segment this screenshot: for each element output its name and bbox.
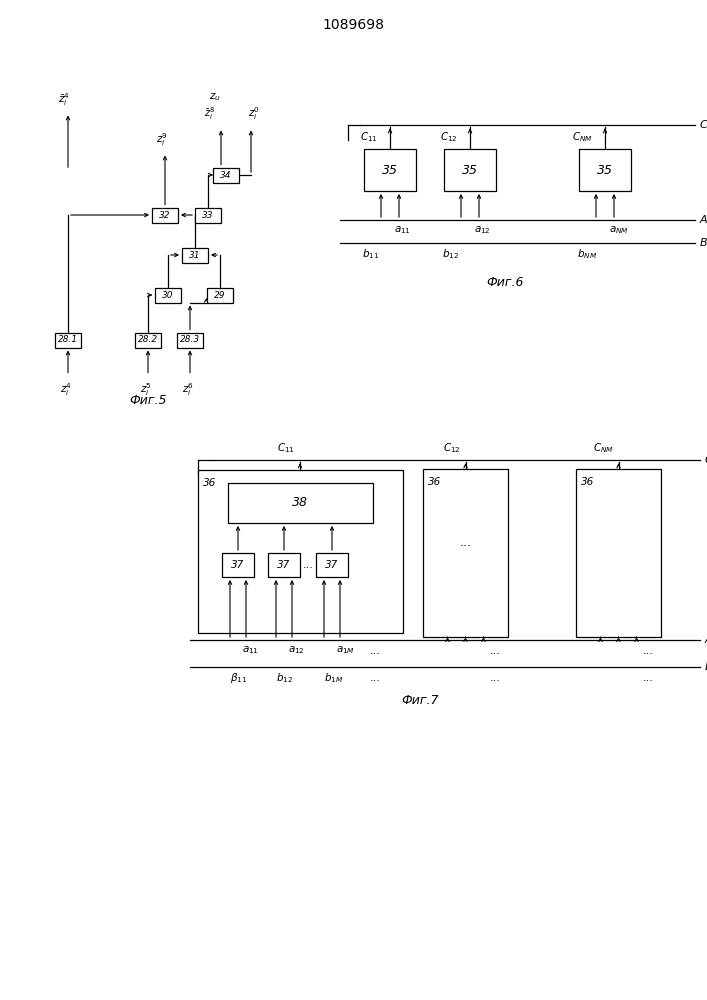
Text: $C_{12}$: $C_{12}$: [443, 441, 460, 455]
Text: $z_i^6$: $z_i^6$: [182, 381, 194, 398]
Text: 1089698: 1089698: [322, 18, 384, 32]
Text: $a_{NM}$: $a_{NM}$: [609, 224, 629, 236]
Text: 37: 37: [277, 560, 291, 570]
Text: A: A: [705, 635, 707, 645]
Text: 35: 35: [597, 163, 613, 176]
Text: ...: ...: [490, 646, 501, 656]
Text: ...: ...: [460, 536, 472, 550]
Text: ...: ...: [643, 646, 654, 656]
Text: 35: 35: [382, 163, 398, 176]
Text: 37: 37: [231, 560, 245, 570]
Bar: [268, 553, 300, 577]
Text: $C_{NM}$: $C_{NM}$: [592, 441, 614, 455]
Text: $b_{12}$: $b_{12}$: [442, 247, 459, 261]
Bar: [213, 167, 239, 182]
Text: B: B: [700, 238, 707, 248]
Text: $\bar{z}_i^4$: $\bar{z}_i^4$: [58, 92, 70, 108]
Text: $z_i^4$: $z_i^4$: [60, 381, 72, 398]
Text: $z_i^5$: $z_i^5$: [140, 381, 152, 398]
Text: $C_{11}$: $C_{11}$: [360, 130, 378, 144]
Bar: [55, 332, 81, 348]
Bar: [579, 149, 631, 191]
Bar: [152, 208, 178, 223]
Text: 37: 37: [325, 560, 339, 570]
Text: 31: 31: [189, 250, 201, 259]
Text: 29: 29: [214, 290, 226, 300]
Text: ...: ...: [303, 560, 313, 570]
Text: $b_{NM}$: $b_{NM}$: [577, 247, 597, 261]
Text: $z_u$: $z_u$: [209, 92, 221, 103]
Bar: [135, 332, 161, 348]
Text: $a_{1M}$: $a_{1M}$: [336, 644, 355, 656]
Text: ...: ...: [370, 673, 380, 683]
Text: $b_{11}$: $b_{11}$: [362, 247, 379, 261]
Text: 36: 36: [428, 477, 441, 487]
Text: $b_{12}$: $b_{12}$: [276, 671, 293, 685]
Bar: [316, 553, 348, 577]
Text: 32: 32: [159, 211, 171, 220]
Bar: [182, 247, 208, 262]
Bar: [207, 288, 233, 302]
Text: 38: 38: [292, 496, 308, 510]
Text: 35: 35: [462, 163, 478, 176]
Text: ...: ...: [370, 646, 380, 656]
Text: C: C: [705, 455, 707, 465]
Text: 28.1: 28.1: [58, 336, 78, 344]
Text: B: B: [705, 662, 707, 672]
Bar: [177, 332, 203, 348]
Text: C: C: [700, 120, 707, 130]
Text: $\beta_{11}$: $\beta_{11}$: [230, 671, 247, 685]
Text: 36: 36: [203, 478, 216, 488]
Bar: [222, 553, 254, 577]
Bar: [228, 483, 373, 523]
Text: 36: 36: [581, 477, 595, 487]
Bar: [198, 470, 403, 633]
Text: A: A: [700, 215, 707, 225]
Text: ...: ...: [490, 673, 501, 683]
Text: $a_{11}$: $a_{11}$: [242, 644, 259, 656]
Text: $C_{11}$: $C_{11}$: [277, 441, 295, 455]
Text: 34: 34: [221, 170, 232, 180]
Text: $a_{11}$: $a_{11}$: [394, 224, 411, 236]
Text: 28.3: 28.3: [180, 336, 200, 344]
Text: $\bar{z}_i^8$: $\bar{z}_i^8$: [204, 105, 216, 121]
Bar: [576, 469, 661, 637]
Text: $C_{NM}$: $C_{NM}$: [572, 130, 593, 144]
Text: ...: ...: [643, 673, 654, 683]
Text: Фиг.5: Фиг.5: [129, 393, 167, 406]
Text: 28.2: 28.2: [138, 336, 158, 344]
Text: $a_{12}$: $a_{12}$: [288, 644, 305, 656]
Text: 30: 30: [162, 290, 174, 300]
Text: $z_i^9$: $z_i^9$: [156, 131, 168, 147]
Text: $b_{1M}$: $b_{1M}$: [324, 671, 344, 685]
Text: $a_{12}$: $a_{12}$: [474, 224, 491, 236]
Bar: [364, 149, 416, 191]
Text: $z_i^0$: $z_i^0$: [248, 105, 260, 121]
Text: 33: 33: [202, 211, 214, 220]
Bar: [155, 288, 181, 302]
Text: Фиг.6: Фиг.6: [486, 275, 524, 288]
Text: $C_{12}$: $C_{12}$: [440, 130, 458, 144]
Bar: [195, 208, 221, 223]
Bar: [444, 149, 496, 191]
Text: Фиг.7: Фиг.7: [402, 694, 439, 706]
Bar: [423, 469, 508, 637]
